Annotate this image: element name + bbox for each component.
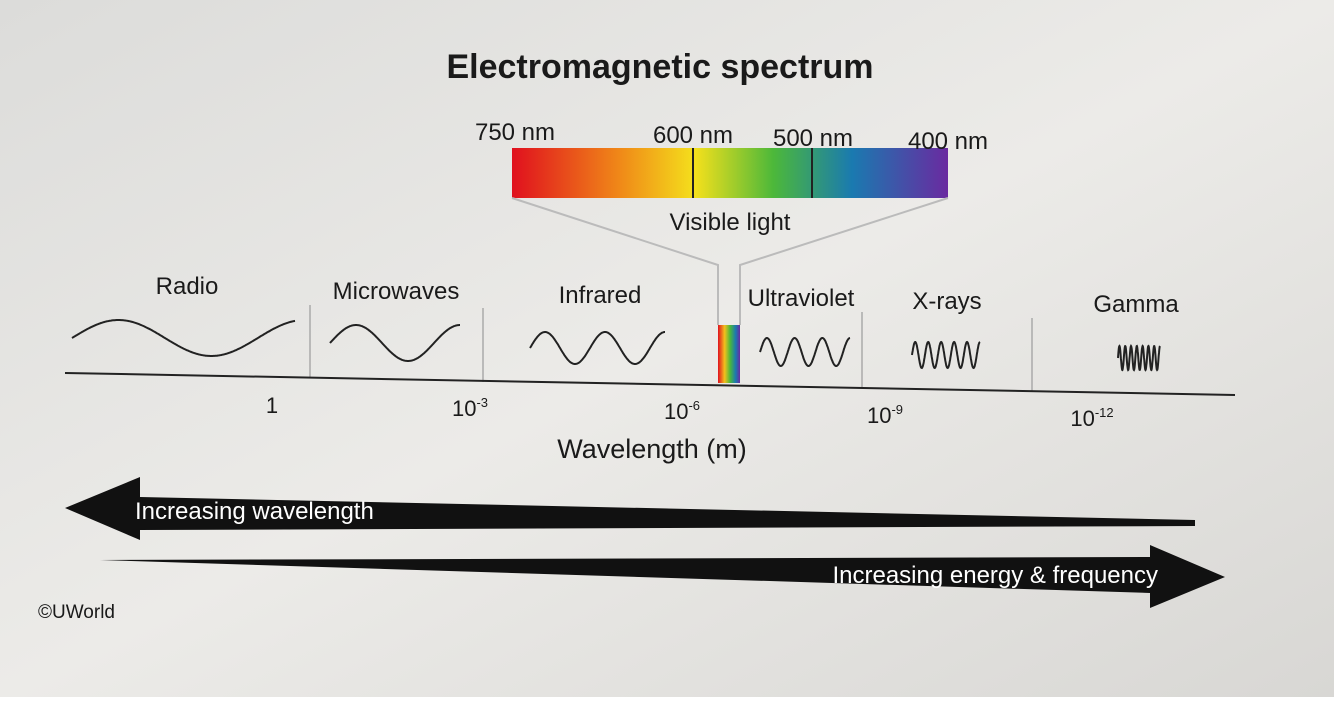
title: Electromagnetic spectrum xyxy=(446,48,873,86)
axis xyxy=(64,372,1236,396)
visible-label: Visible light xyxy=(670,209,791,236)
arrow-left xyxy=(65,477,1195,540)
wave xyxy=(911,340,981,370)
region-label: Gamma xyxy=(1093,291,1179,318)
wavelength-label: 600 nm xyxy=(653,122,733,149)
region-label: X-rays xyxy=(912,288,981,315)
axis-label: Wavelength (m) xyxy=(557,434,747,464)
arrow-label: Increasing wavelength xyxy=(135,498,374,525)
arrow-right xyxy=(100,545,1225,608)
funnel xyxy=(511,197,949,325)
region-label: Radio xyxy=(156,273,219,300)
region-label: Infrared xyxy=(559,282,642,309)
visible-stripe xyxy=(718,325,740,383)
wave xyxy=(329,324,460,362)
tick-label: 10-3 xyxy=(452,395,488,421)
tick-label: 10-12 xyxy=(1070,405,1113,431)
wave xyxy=(71,319,296,357)
tick-label: 10-9 xyxy=(867,402,903,428)
region-label: Ultraviolet xyxy=(748,285,855,312)
visible-spectrum xyxy=(512,148,948,198)
copyright: ©UWorld xyxy=(38,602,115,623)
wavelength-label: 500 nm xyxy=(773,125,853,152)
tick-label: 1 xyxy=(266,393,278,418)
wave xyxy=(529,331,665,365)
region-label: Microwaves xyxy=(333,278,460,305)
wavelength-label: 400 nm xyxy=(908,128,988,155)
wavelength-label: 750 nm xyxy=(475,119,555,146)
wave xyxy=(759,336,851,368)
tick-label: 10-6 xyxy=(664,398,700,424)
region-divider xyxy=(309,305,1033,392)
waves xyxy=(71,319,1161,372)
wave xyxy=(1117,344,1161,372)
arrow-label: Increasing energy & frequency xyxy=(832,562,1158,589)
